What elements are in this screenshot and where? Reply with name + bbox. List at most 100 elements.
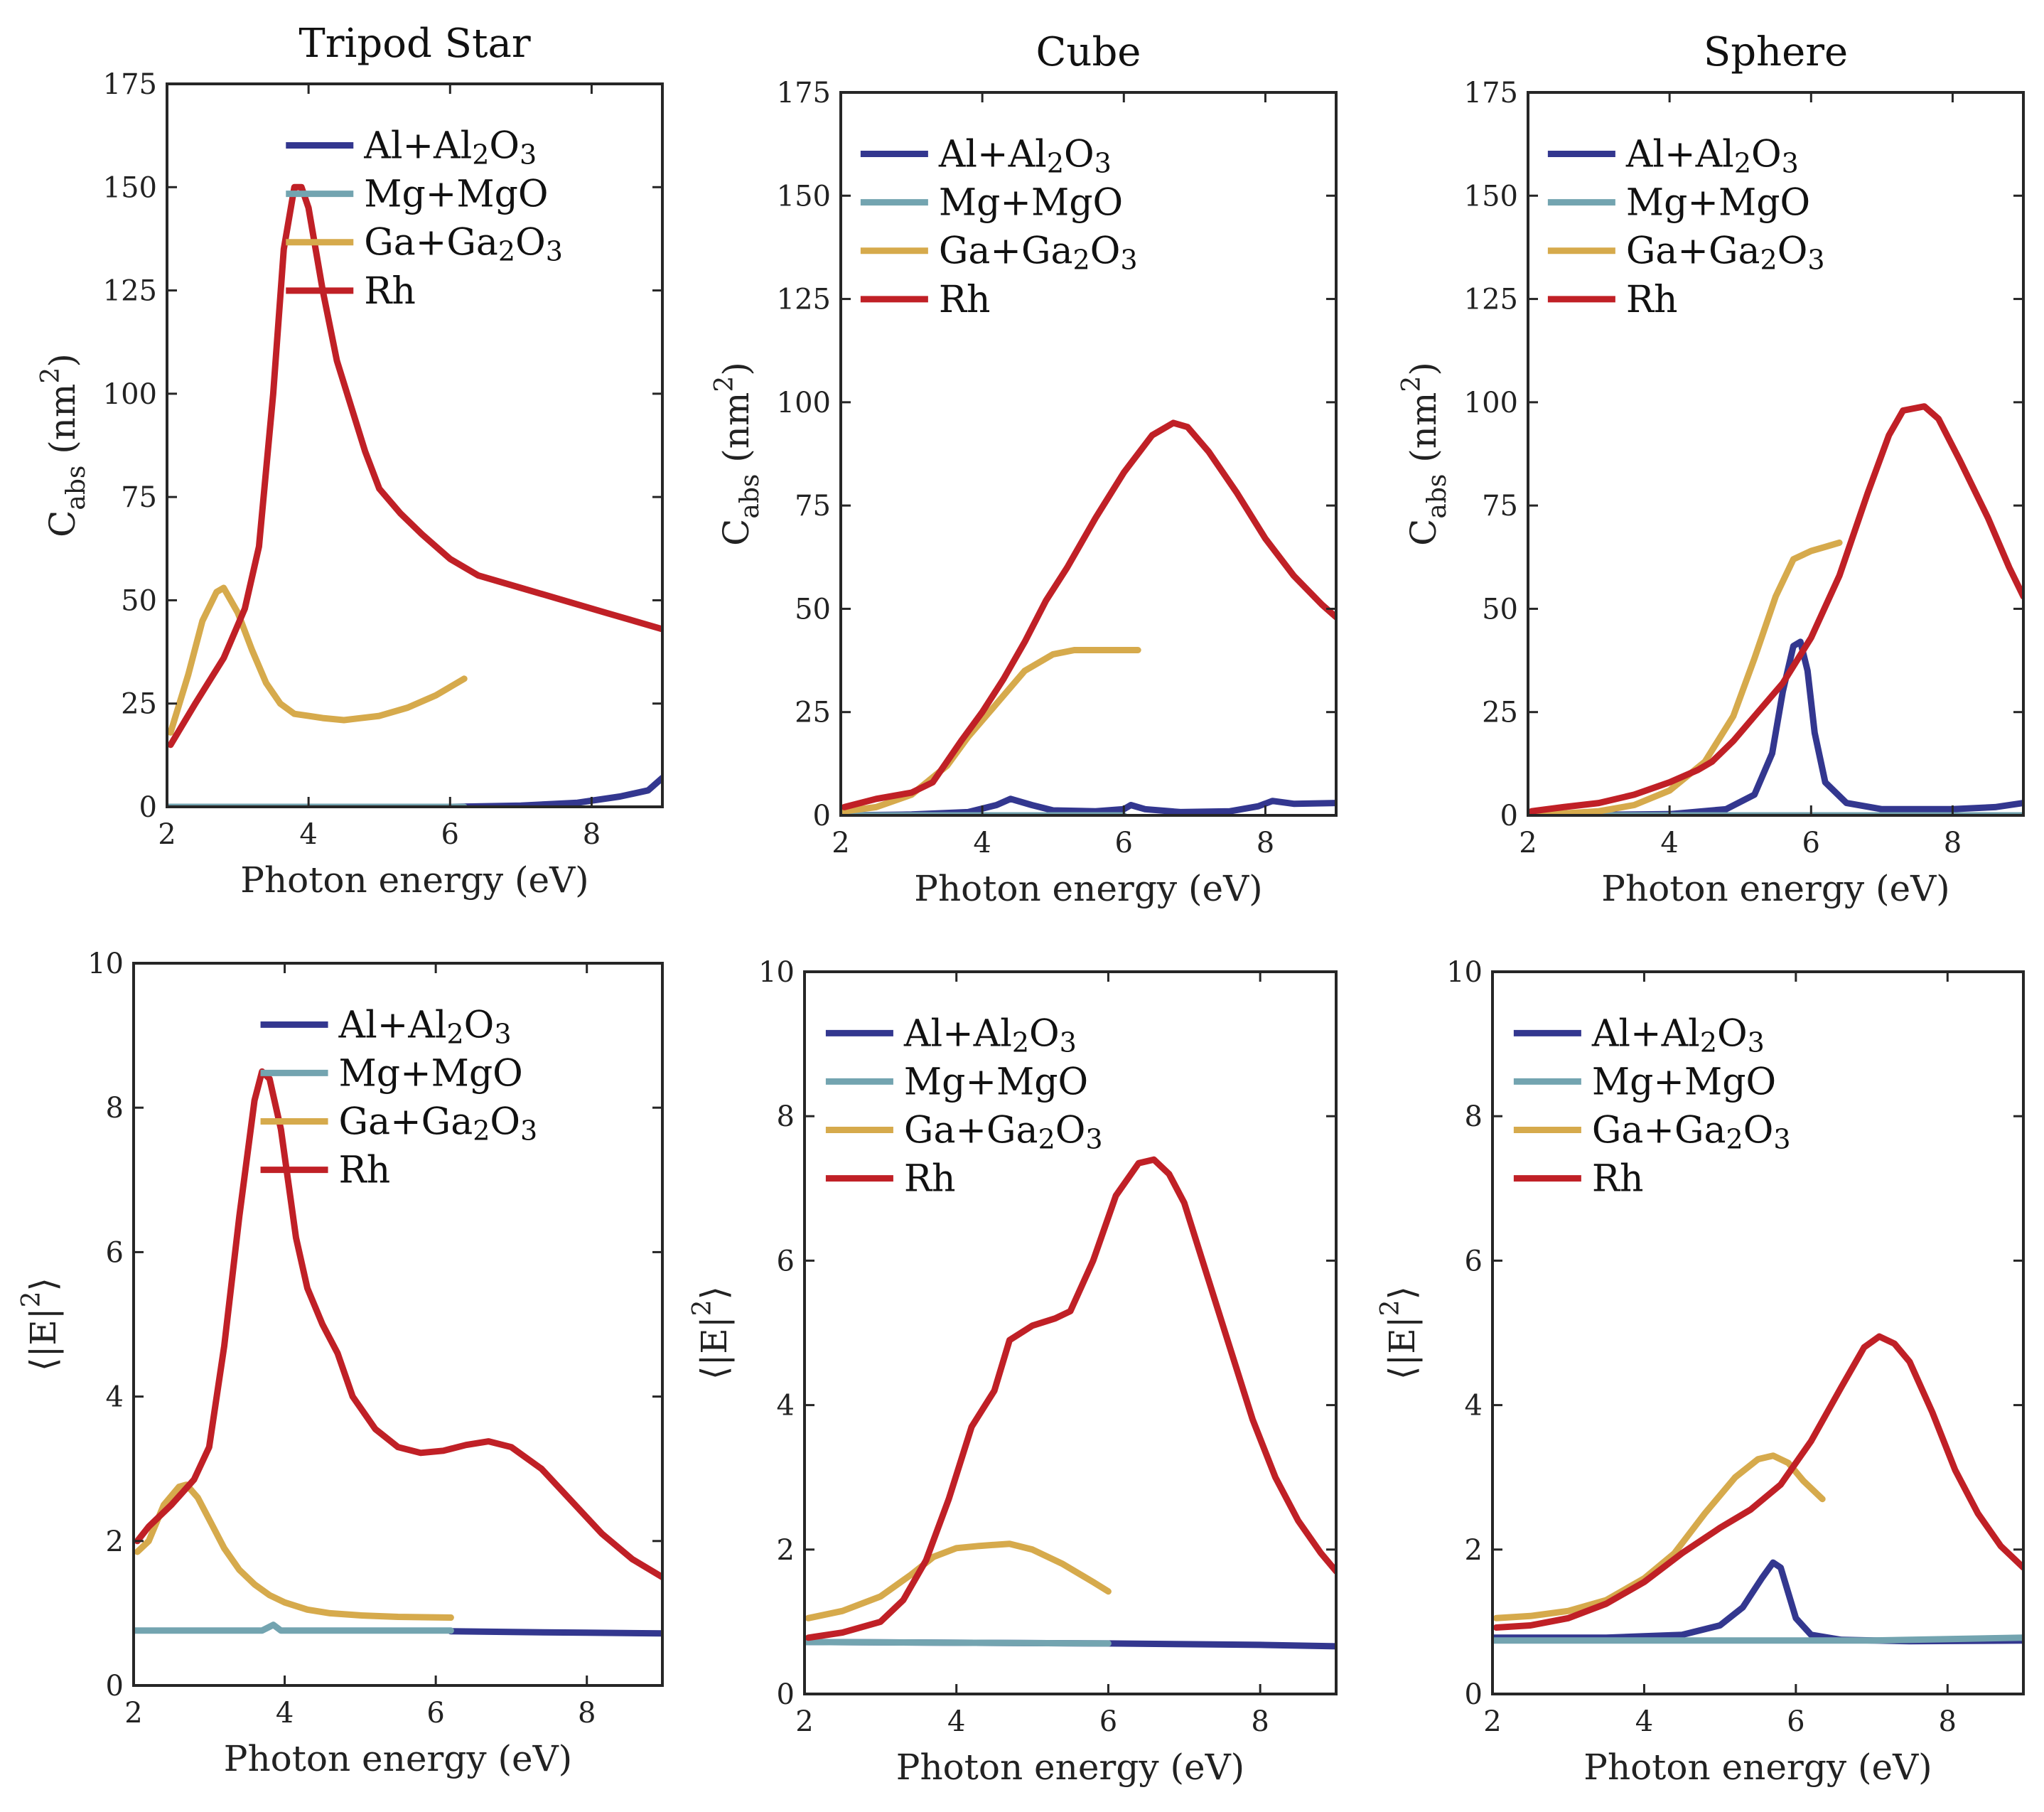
y-label-sup: 2 [688, 1299, 717, 1316]
y-tick-label: 150 [777, 180, 831, 213]
series-line-ga-ga2o3 [167, 584, 468, 736]
series-group [167, 183, 662, 807]
y-label-main: C [42, 510, 83, 537]
legend-label: Rh [1626, 279, 1678, 321]
y-label-sub: abs [1423, 474, 1452, 519]
y-label-main: ⟨|E| [694, 1316, 735, 1380]
y-tick-label: 100 [1464, 387, 1518, 419]
x-tick-label: 8 [1251, 1705, 1269, 1738]
legend-label: Rh [339, 1149, 391, 1192]
x-tick-label: 8 [1939, 1705, 1957, 1738]
x-tick-label: 4 [299, 818, 317, 851]
x-tick-label: 4 [276, 1697, 294, 1730]
y-tick-label: 0 [1465, 1678, 1483, 1711]
legend-label: Mg+MgO [364, 173, 548, 216]
axes-frame [1491, 970, 2025, 1695]
x-axis-label: Photon energy (eV) [240, 859, 588, 901]
axes-frame [1527, 91, 2025, 817]
legend-label: Mg+MgO [1626, 182, 1810, 225]
series-line-rh [134, 1068, 662, 1581]
series-line-mg-mgo [1492, 1634, 2023, 1644]
legend-label: Rh [364, 270, 416, 313]
x-tick-label: 6 [441, 818, 459, 851]
x-tick-label: 4 [1635, 1705, 1653, 1738]
panel-tripod-cabs: Tripod Star 2 4 6 8 0 25 50 75 100 125 150 175 Photon… [36, 21, 664, 901]
y-label-main: ⟨|E| [1382, 1316, 1423, 1380]
x-tick-label: 8 [1944, 827, 1962, 859]
y-tick-label: 175 [1464, 77, 1518, 109]
y-axis-label: ⟨|E|2⟩ [17, 1277, 64, 1371]
panel-cube-cabs: Cube 2 4 6 8 0 25 50 75 100 125 150 175 Photon energy… [710, 29, 1338, 909]
y-label-close: ) [716, 362, 757, 376]
legend-label: Mg+MgO [339, 1052, 523, 1095]
x-tick-label: 6 [1787, 1705, 1804, 1738]
x-tick-label: 2 [795, 1705, 813, 1738]
y-tick-label: 25 [1482, 697, 1518, 729]
y-tick-label: 50 [121, 584, 157, 617]
y-tick-label: 4 [106, 1381, 124, 1414]
y-label-close: ⟩ [23, 1277, 64, 1292]
y-tick-label: 2 [777, 1534, 795, 1567]
y-tick-label: 10 [87, 948, 124, 980]
series-line-rh [1492, 1333, 2023, 1631]
legend-label: Al+Al2O3 [1625, 133, 1799, 178]
y-tick-label: 125 [1464, 284, 1518, 316]
series-line-al-al2o3 [167, 774, 662, 807]
panel-title: Cube [1036, 29, 1141, 75]
x-tick-label: 2 [832, 827, 849, 859]
x-tick-label: 2 [1519, 827, 1537, 859]
panel-sphere-cabs: Sphere 2 4 6 8 0 25 50 75 100 125 150 175 Photon ener… [1397, 29, 2025, 909]
legend-label: Al+Al2O3 [1591, 1012, 1765, 1058]
y-tick-label: 25 [795, 697, 831, 729]
y-label-tail: (nm [1403, 392, 1444, 474]
y-tick-label: 100 [777, 387, 831, 419]
legend-label: Al+Al2O3 [903, 1012, 1077, 1058]
y-label-close: ⟩ [1382, 1286, 1423, 1300]
x-tick-label: 6 [1099, 1705, 1117, 1738]
series-line-rh [1528, 403, 2023, 815]
y-label-sup: 2 [17, 1291, 46, 1307]
legend-label: Rh [904, 1158, 956, 1201]
y-tick-label: 0 [813, 800, 831, 832]
y-label-sup: 2 [36, 368, 65, 384]
y-tick-label: 4 [1465, 1390, 1483, 1422]
series-group [1492, 1333, 2023, 1645]
x-axis-label: Photon energy (eV) [1583, 1747, 1932, 1788]
legend-label: Mg+MgO [939, 182, 1123, 225]
x-tick-label: 2 [1483, 1705, 1501, 1738]
y-tick-label: 75 [121, 481, 157, 514]
y-tick-label: 6 [777, 1245, 795, 1277]
y-axis-label: Cabs (nm2) [710, 362, 765, 546]
y-label-sup: 2 [1376, 1299, 1405, 1316]
x-axis-label: Photon energy (eV) [224, 1738, 572, 1779]
y-tick-label: 10 [1446, 956, 1483, 989]
y-tick-label: 4 [777, 1390, 795, 1422]
y-tick-label: 8 [1465, 1100, 1483, 1133]
series-group [134, 1068, 662, 1637]
y-axis-label: ⟨|E|2⟩ [688, 1286, 735, 1380]
series-group [1528, 403, 2023, 815]
legend-label: Al+Al2O3 [338, 1004, 512, 1049]
x-tick-label: 6 [1802, 827, 1820, 859]
series-line-rh [841, 419, 1336, 810]
series-line-al-al2o3 [1492, 1559, 2023, 1645]
y-tick-label: 100 [103, 378, 157, 411]
y-tick-label: 10 [758, 956, 795, 989]
axes-frame [803, 970, 1338, 1695]
y-tick-label: 125 [777, 284, 831, 316]
x-axis-label: Photon energy (eV) [914, 868, 1262, 909]
x-tick-label: 2 [158, 818, 176, 851]
y-axis-label: ⟨|E|2⟩ [1376, 1286, 1423, 1380]
y-label-main: C [1403, 519, 1444, 546]
y-tick-label: 2 [1465, 1534, 1483, 1567]
series-line-mg-mgo [805, 1639, 1112, 1647]
y-tick-label: 0 [106, 1670, 124, 1703]
panel-title: Tripod Star [298, 21, 530, 67]
panel-title: Sphere [1704, 29, 1848, 75]
y-tick-label: 8 [106, 1092, 124, 1125]
